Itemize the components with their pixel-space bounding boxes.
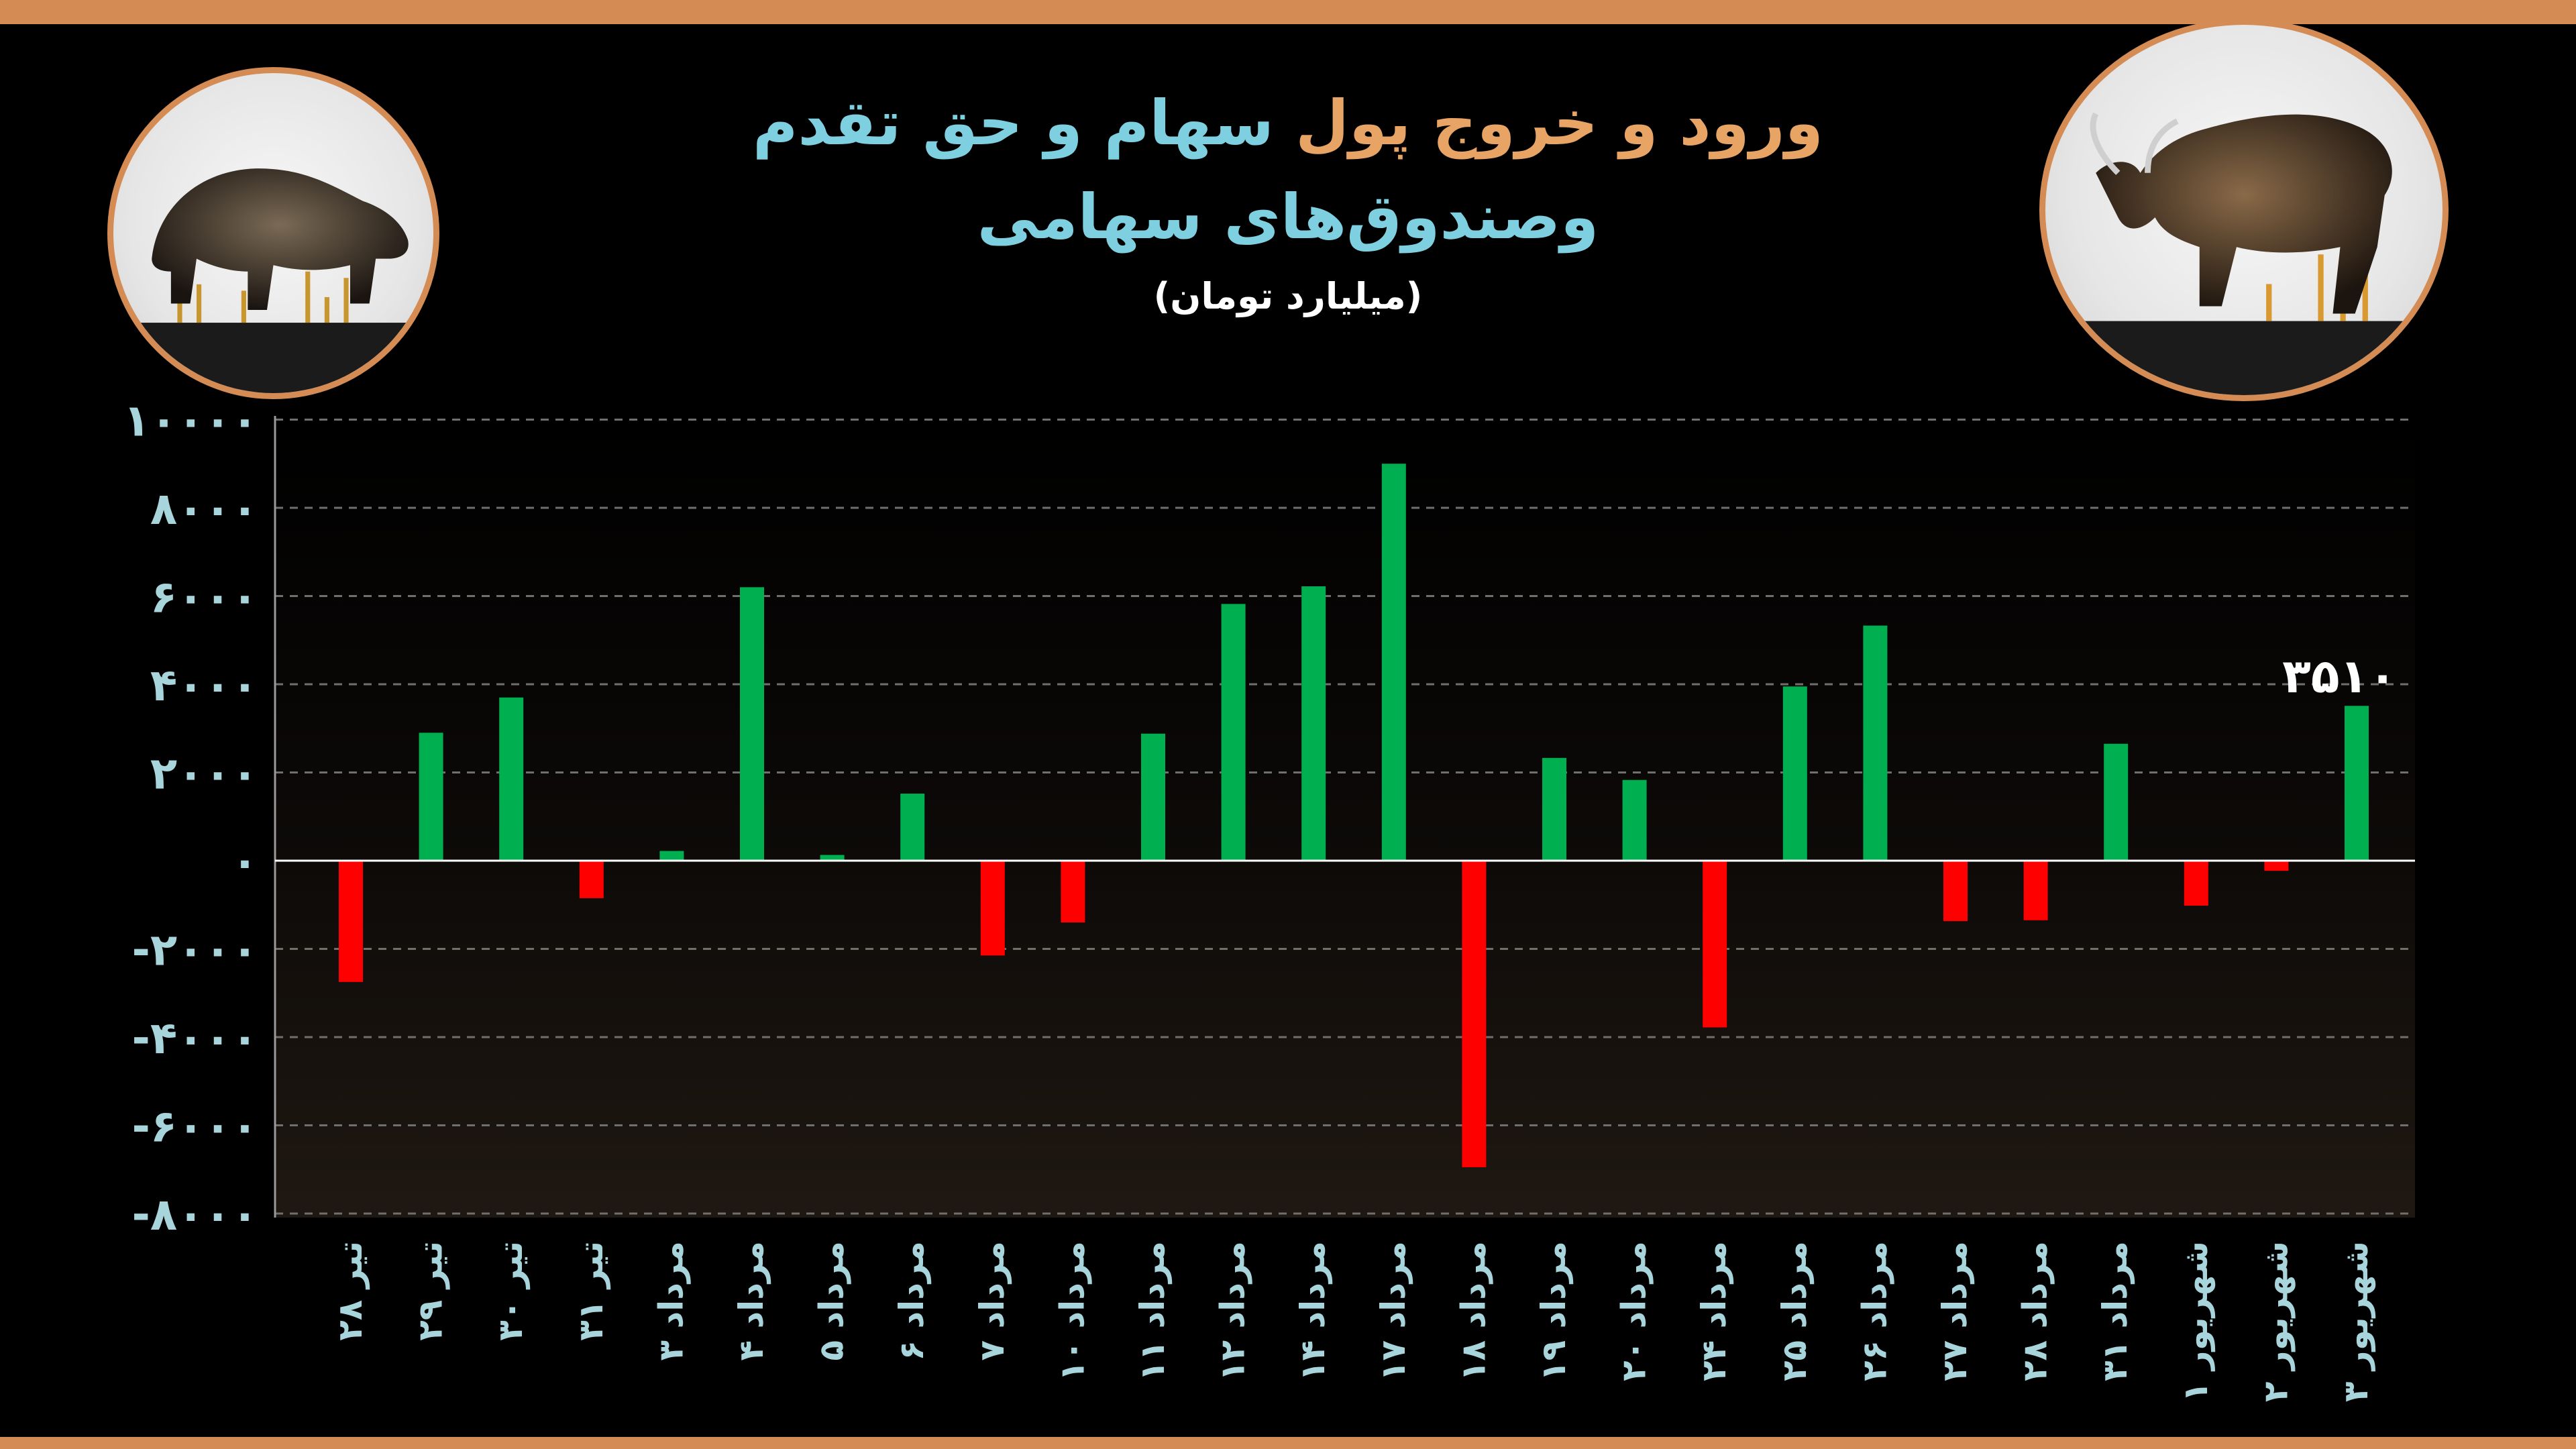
bar-23 bbox=[2104, 743, 2129, 861]
bar-13 bbox=[1301, 586, 1326, 861]
x-tick-label: مرداد ۲۰ bbox=[1615, 1241, 1654, 1381]
title-part-blue: سهام و حق تقدم bbox=[753, 87, 1275, 159]
bar-3 bbox=[499, 697, 524, 861]
bar-19 bbox=[1782, 686, 1807, 861]
last-value-annotation: ۳۵۱۰ bbox=[2282, 649, 2397, 704]
x-tick-label: مرداد ۴ bbox=[732, 1241, 771, 1360]
bar-20 bbox=[1863, 625, 1888, 861]
bar-12 bbox=[1221, 604, 1246, 861]
y-tick-label: ۴۰۰۰ bbox=[150, 659, 258, 711]
bar-10 bbox=[1061, 861, 1085, 923]
plot-area-background bbox=[275, 416, 2415, 1218]
bull-statue-image bbox=[2039, 19, 2449, 401]
bar-11 bbox=[1141, 733, 1165, 861]
x-tick-label: مرداد ۱۲ bbox=[1214, 1241, 1253, 1381]
x-tick-label: مرداد ۱۴ bbox=[1293, 1241, 1333, 1381]
x-tick-label: تیر ۲۸ bbox=[331, 1241, 370, 1341]
bar-17 bbox=[1622, 780, 1647, 861]
x-tick-label: مرداد ۷ bbox=[973, 1241, 1012, 1360]
y-tick-label: ۱۰۰۰۰ bbox=[123, 395, 258, 447]
x-tick-label: مرداد ۲۶ bbox=[1855, 1241, 1894, 1381]
x-tick-label: مرداد ۳۱ bbox=[2096, 1241, 2135, 1381]
y-tick-label: ۸۰۰۰ bbox=[150, 483, 258, 535]
x-tick-label: مرداد ۲۸ bbox=[2016, 1241, 2055, 1381]
x-tick-label: تیر ۲۹ bbox=[411, 1241, 451, 1341]
y-tick-label: ۶۰۰۰ bbox=[150, 572, 258, 623]
bar-24 bbox=[2184, 861, 2208, 906]
chart-unit-label: (میلیارد تومان) bbox=[1153, 275, 1423, 317]
bar-9 bbox=[980, 861, 1005, 956]
bar-26 bbox=[2345, 706, 2369, 861]
x-tick-label: مرداد ۶ bbox=[892, 1241, 932, 1360]
bar-25 bbox=[2264, 861, 2289, 871]
x-tick-label: مرداد ۱۹ bbox=[1534, 1241, 1574, 1381]
x-tick-label: مرداد ۱۰ bbox=[1053, 1241, 1092, 1381]
bar-14 bbox=[1381, 464, 1406, 861]
x-tick-label: شهریور ۳ bbox=[2337, 1241, 2376, 1402]
top-frame-bar bbox=[0, 0, 2576, 24]
x-tick-label: مرداد ۱۸ bbox=[1454, 1241, 1493, 1381]
y-tick-label: -۴۰۰۰ bbox=[131, 1012, 258, 1064]
x-tick-label: مرداد ۲۵ bbox=[1775, 1241, 1815, 1381]
bar-22 bbox=[2023, 861, 2048, 920]
bar-16 bbox=[1542, 757, 1566, 861]
title-part-orange: ورود و خروج پول bbox=[1295, 87, 1823, 159]
x-tick-label: تیر ۳۱ bbox=[572, 1241, 611, 1341]
x-tick-label: مرداد ۲۴ bbox=[1695, 1241, 1734, 1381]
x-tick-label: مرداد ۱۷ bbox=[1374, 1241, 1413, 1381]
bar-4 bbox=[579, 861, 604, 898]
y-tick-label: ۰ bbox=[231, 836, 258, 888]
bar-1 bbox=[339, 861, 363, 982]
bar-7 bbox=[820, 855, 845, 861]
x-tick-label: شهریور ۱ bbox=[2176, 1241, 2216, 1402]
chart-title-line2: وصندوق‌های سهامی bbox=[977, 181, 1599, 253]
chart-title-line1: ورود و خروج پول سهام و حق تقدم bbox=[0, 87, 2576, 159]
y-tick-label: ۲۰۰۰ bbox=[150, 748, 258, 800]
bar-18 bbox=[1703, 861, 1727, 1028]
bar-2 bbox=[419, 733, 443, 861]
x-tick-label: مرداد ۵ bbox=[812, 1241, 852, 1360]
x-tick-label: تیر ۳۰ bbox=[491, 1241, 531, 1341]
x-tick-label: مرداد ۲۷ bbox=[1935, 1241, 1975, 1381]
bar-6 bbox=[740, 587, 764, 861]
bar-5 bbox=[659, 851, 684, 861]
bottom-frame-bar bbox=[0, 1437, 2576, 1449]
x-tick-label: مرداد ۳ bbox=[651, 1241, 691, 1360]
y-tick-label: -۸۰۰۰ bbox=[131, 1189, 258, 1240]
bar-8 bbox=[900, 794, 925, 861]
x-tick-label: شهریور ۲ bbox=[2256, 1241, 2296, 1402]
x-tick-label: مرداد ۱۱ bbox=[1133, 1241, 1173, 1381]
bar-15 bbox=[1462, 861, 1487, 1167]
bear-statue-image bbox=[107, 67, 439, 399]
y-tick-label: -۶۰۰۰ bbox=[131, 1101, 258, 1152]
bar-21 bbox=[1943, 861, 1968, 922]
y-tick-label: -۲۰۰۰ bbox=[131, 924, 258, 976]
